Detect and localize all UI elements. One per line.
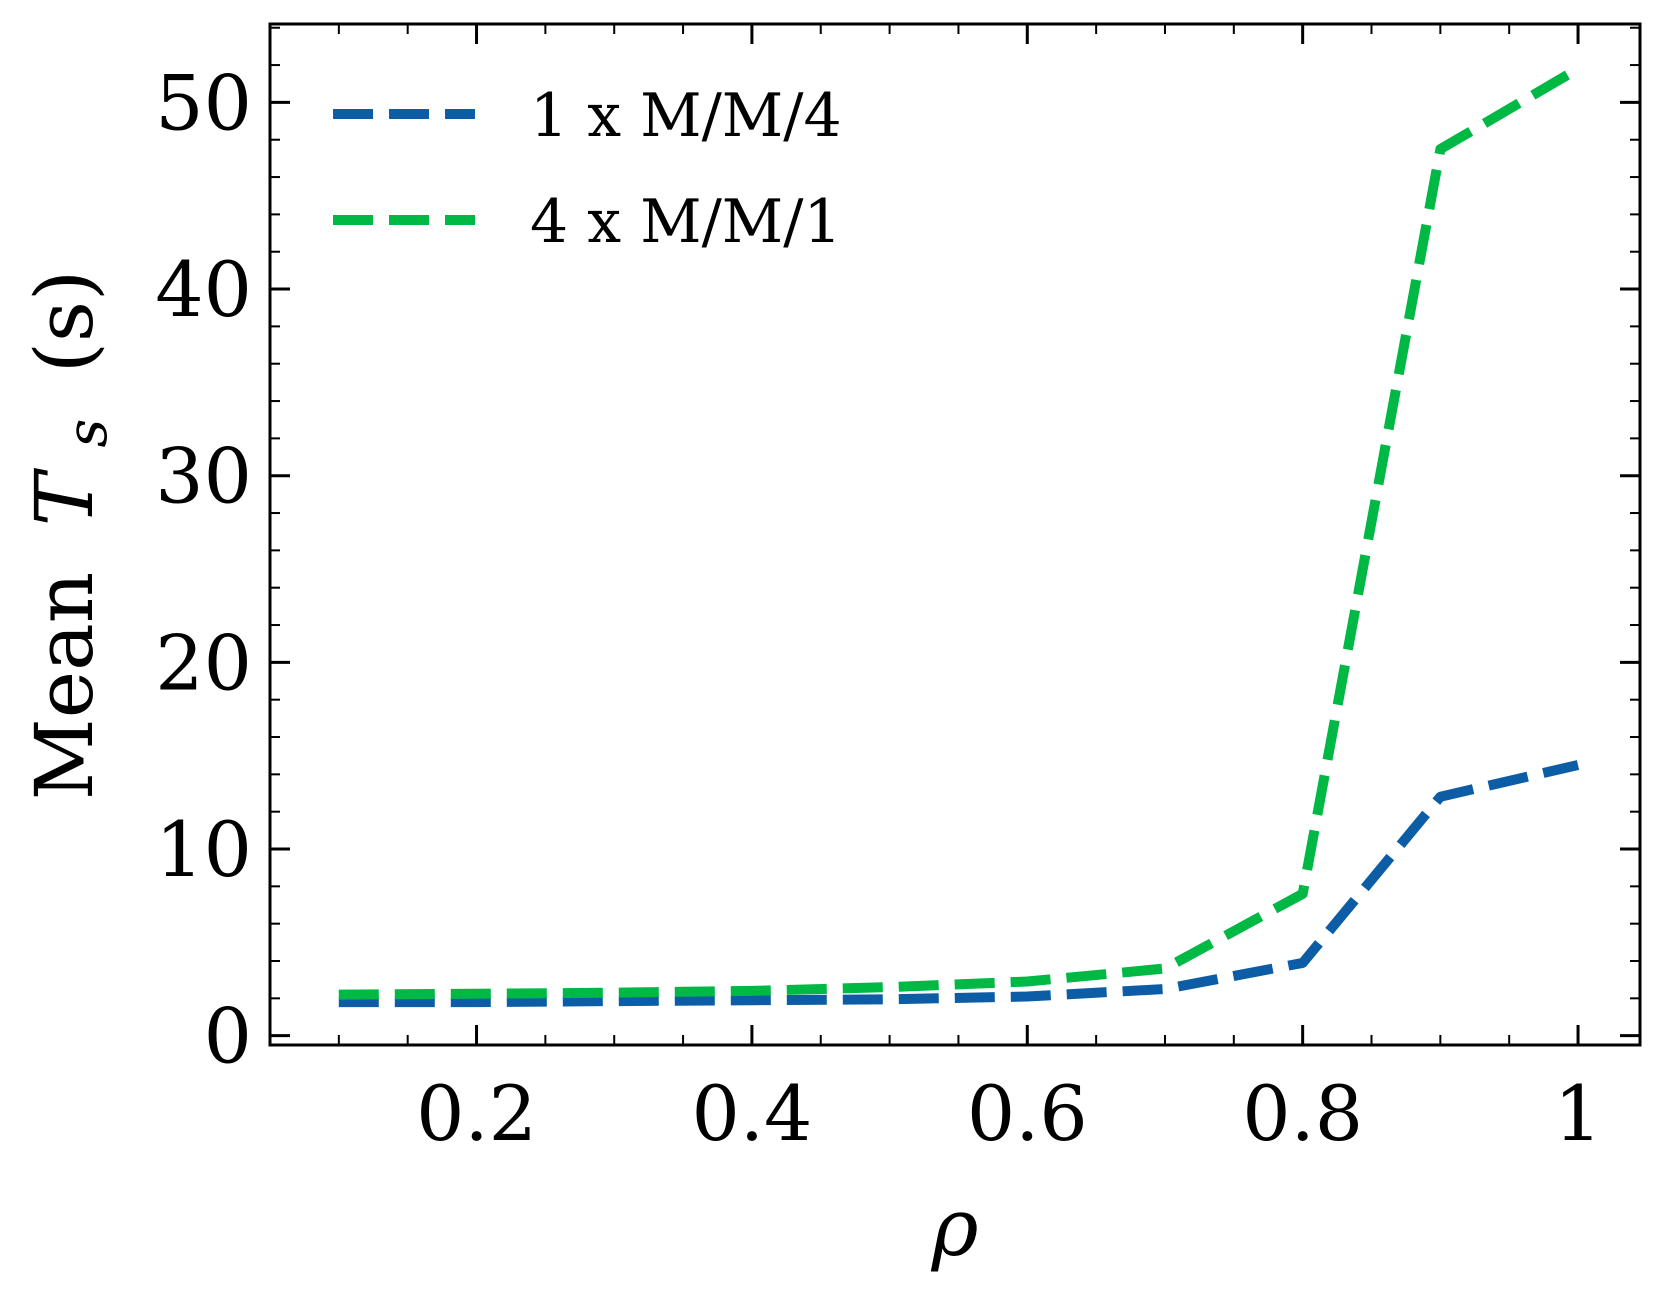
y-axis-label-var: T	[18, 467, 111, 526]
y-tick-label: 10	[155, 805, 252, 894]
x-tick-label: 1	[1554, 1069, 1602, 1158]
y-axis-label-unit: (s)	[18, 270, 111, 373]
x-tick-label: 0.8	[1242, 1069, 1363, 1158]
x-tick-label: 0.4	[691, 1069, 812, 1158]
y-tick-label: 0	[204, 992, 252, 1081]
y-tick-label: 30	[155, 432, 252, 521]
x-axis-label: ρ	[930, 1181, 978, 1274]
series-line-2	[338, 64, 1581, 1000]
y-tick-label: 40	[155, 245, 252, 334]
y-axis-label-sub: s	[55, 419, 120, 448]
x-tick-label: 0.6	[967, 1069, 1088, 1158]
series-line-1	[338, 760, 1580, 1008]
y-axis-label-prefix: Mean	[18, 572, 111, 800]
y-axis-label: Mean T s (s)	[18, 270, 125, 800]
legend-label-series-2: 4 x M/M/1	[530, 187, 842, 257]
legend: 1 x M/M/4 4 x M/M/1	[333, 81, 842, 257]
y-tick-label: 50	[155, 58, 252, 147]
y-tick-label: 20	[155, 618, 252, 707]
legend-label-series-1: 1 x M/M/4	[530, 81, 842, 151]
x-tick-label: 0.2	[416, 1069, 537, 1158]
plot-frame	[268, 22, 1642, 1047]
